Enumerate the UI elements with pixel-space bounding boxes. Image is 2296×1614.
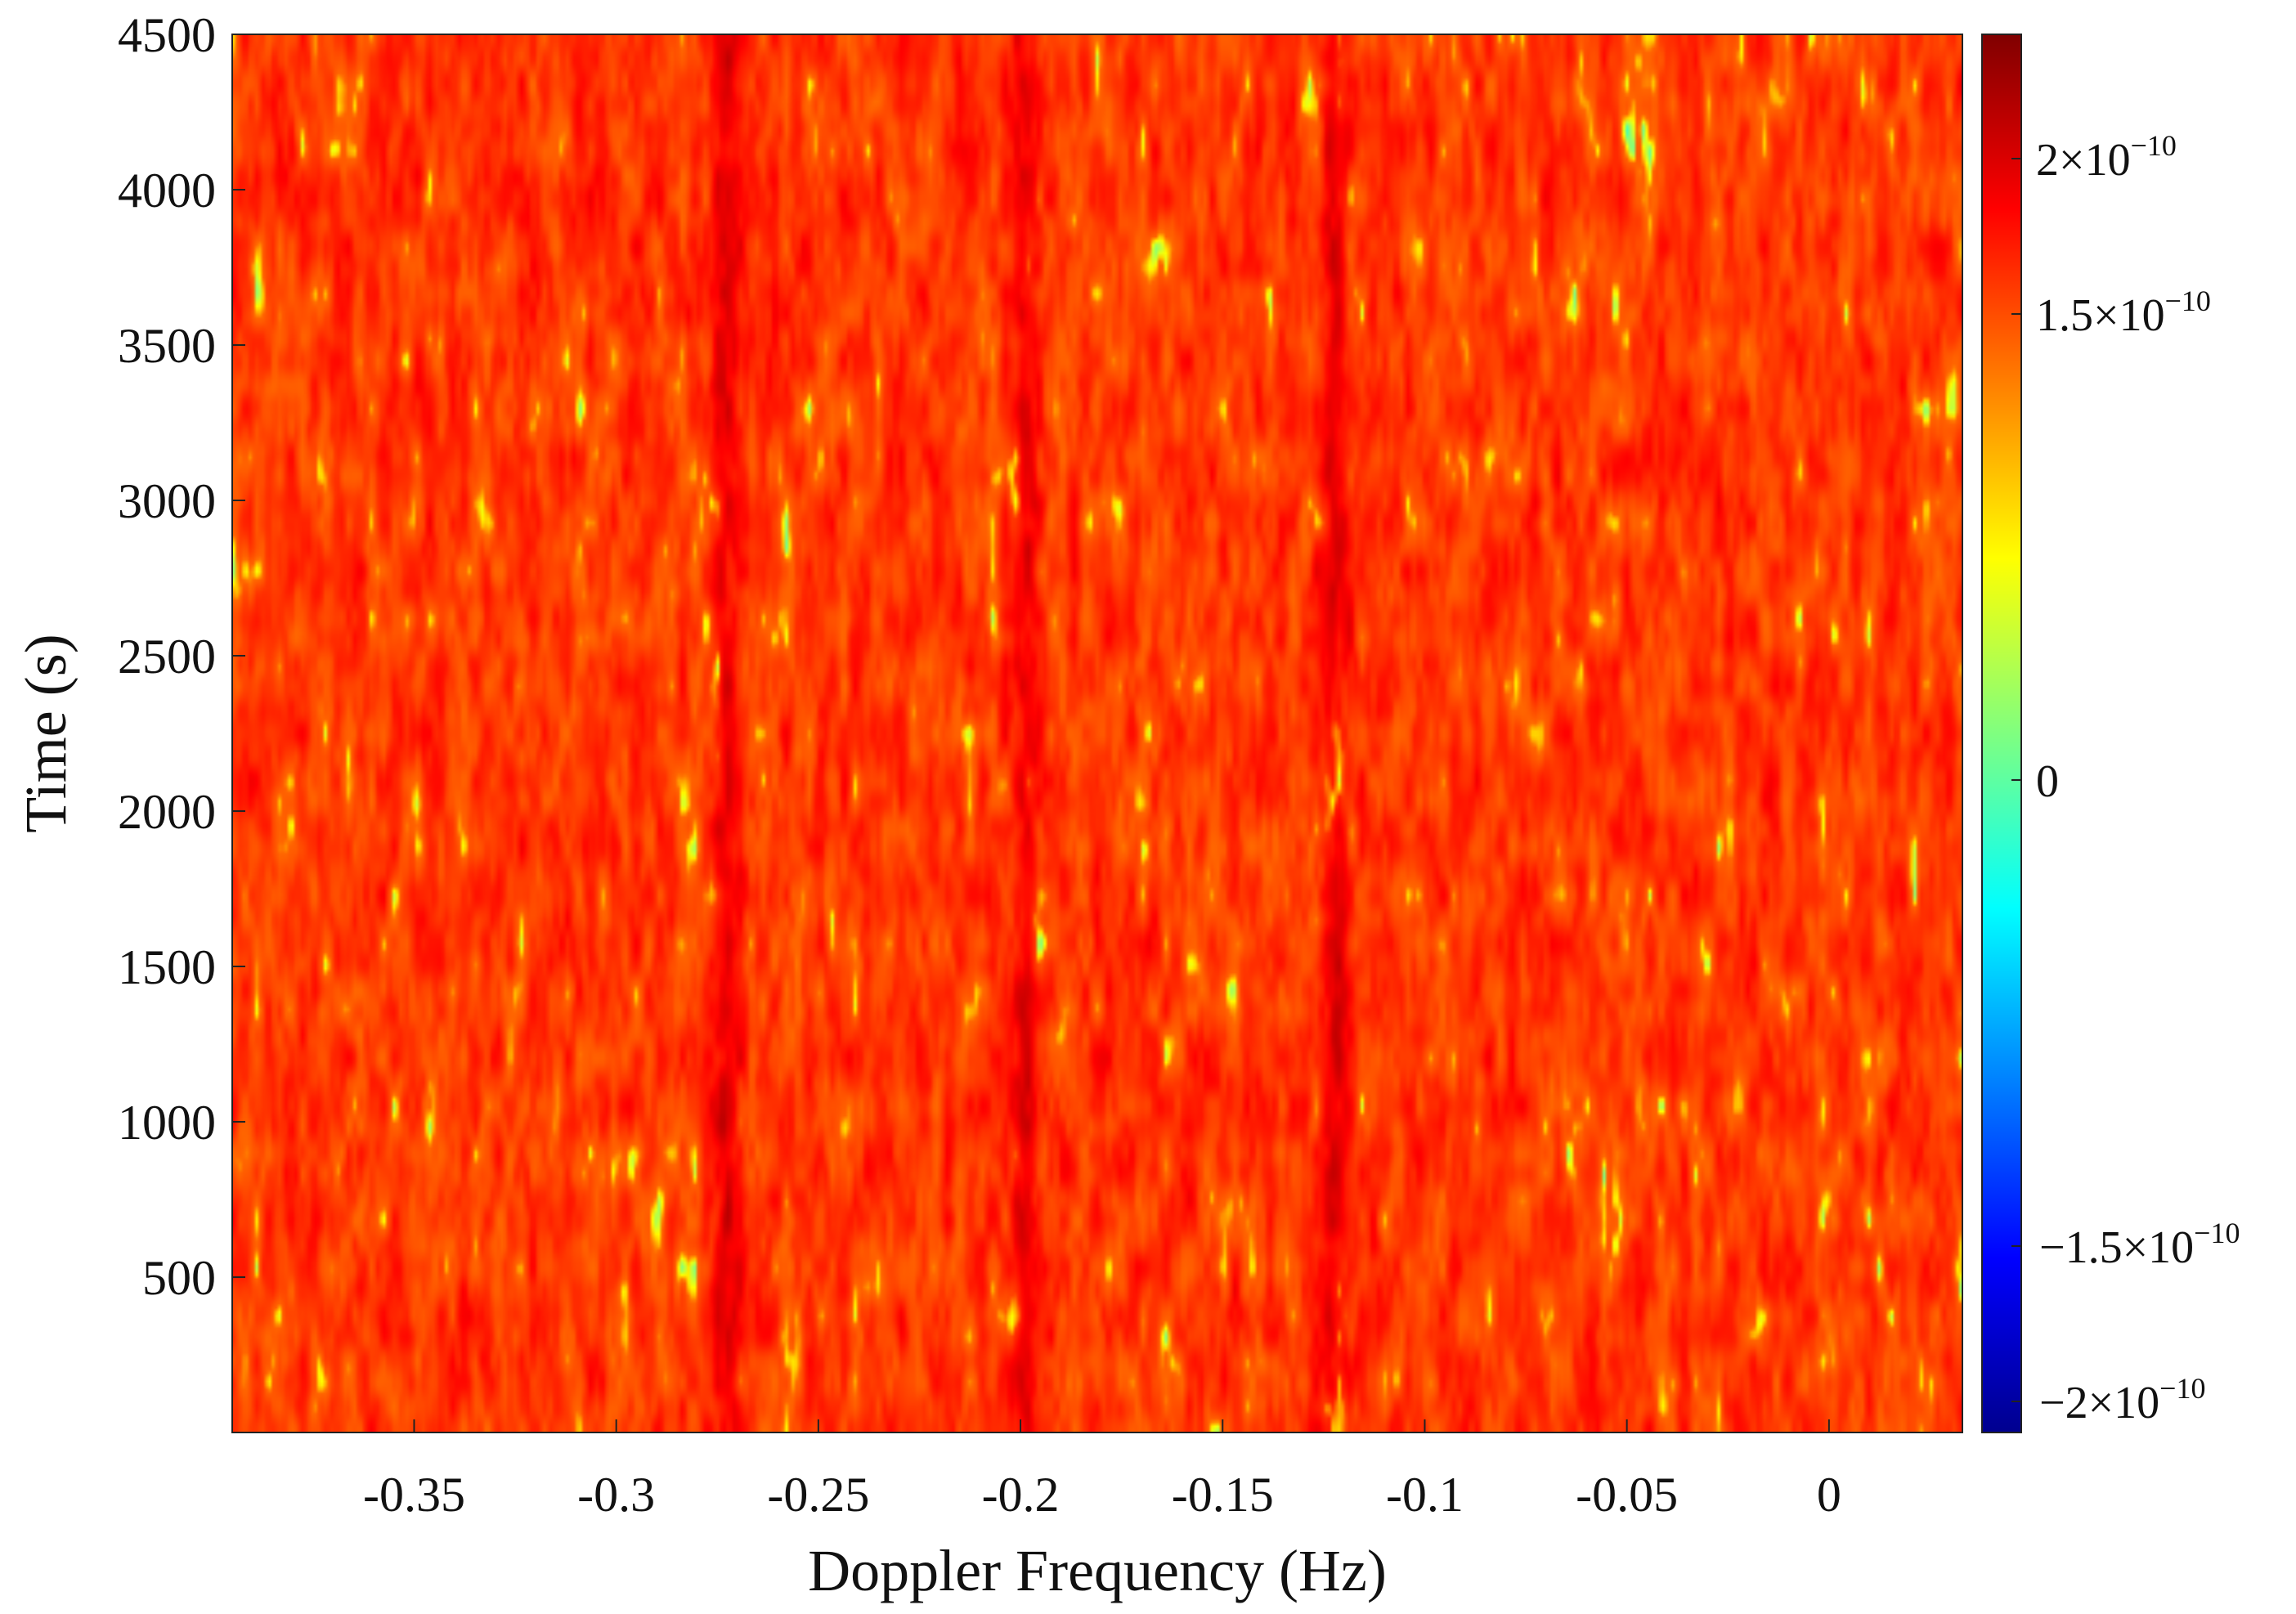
x-tick-label: 0 <box>1817 1468 1841 1522</box>
x-tick-label: -0.15 <box>1172 1468 1274 1522</box>
y-tick-label: 1000 <box>118 1096 216 1150</box>
y-tick-label: 4500 <box>118 8 216 62</box>
y-axis-ticks: 500 1000 1500 2000 2500 3000 3500 4000 4500 <box>118 8 245 1305</box>
colorbar-ticks: 2×10−10 1.5×10−10 0 −1.5×10−10 −2×10−10 <box>2011 129 2240 1428</box>
x-tick-label: -0.1 <box>1386 1468 1464 1522</box>
y-tick-label: 3000 <box>118 474 216 528</box>
colorbar: 2×10−10 1.5×10−10 0 −1.5×10−10 −2×10−10 <box>1981 34 2240 1433</box>
x-tick-label: -0.35 <box>363 1468 465 1522</box>
y-tick-label: 4000 <box>118 164 216 217</box>
x-tick-label: -0.3 <box>577 1468 655 1522</box>
y-tick-label: 2000 <box>118 785 216 839</box>
x-tick-label: -0.25 <box>767 1468 869 1522</box>
y-tick-label: 2500 <box>118 630 216 684</box>
colorbar-gradient <box>1981 34 2022 1433</box>
colorbar-tick-label: 2×10−10 <box>2036 129 2177 186</box>
x-tick-label: -0.2 <box>982 1468 1060 1522</box>
y-tick-label: 1500 <box>118 940 216 994</box>
y-axis-title: Time (s) <box>13 634 78 832</box>
x-axis-title: Doppler Frequency (Hz) <box>808 1538 1387 1603</box>
heatmap-image <box>232 34 1962 1432</box>
plot-frame <box>231 34 1963 1433</box>
y-tick-label: 3500 <box>118 319 216 373</box>
colorbar-tick-label: −2×10−10 <box>2039 1372 2205 1428</box>
plot-area <box>231 34 1963 1433</box>
colorbar-tick-label: 0 <box>2036 756 2059 807</box>
x-axis-ticks: -0.35 -0.3 -0.25 -0.2 -0.15 -0.1 -0.05 0 <box>363 1419 1841 1522</box>
x-tick-label: -0.05 <box>1576 1468 1678 1522</box>
y-tick-label: 500 <box>142 1251 216 1305</box>
colorbar-tick-label: −1.5×10−10 <box>2039 1217 2240 1273</box>
colorbar-tick-label: 1.5×10−10 <box>2036 285 2211 341</box>
